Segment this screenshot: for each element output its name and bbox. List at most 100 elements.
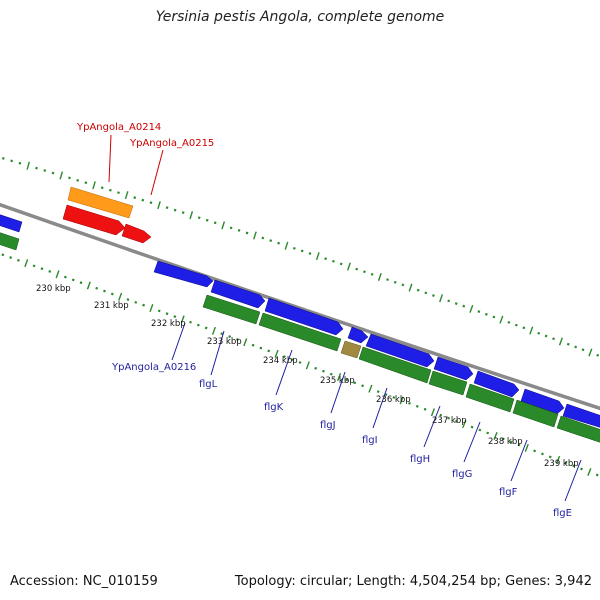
track-tick xyxy=(315,367,316,369)
track-tick xyxy=(159,310,160,312)
gene-label: flgK xyxy=(264,402,284,413)
track-tick xyxy=(34,265,35,267)
track-tick xyxy=(509,321,510,323)
track-tick xyxy=(470,305,473,313)
track-tick xyxy=(167,313,168,315)
track-tick xyxy=(542,453,543,455)
track-tick xyxy=(261,347,262,349)
track-tick xyxy=(317,252,320,260)
track-tick xyxy=(53,172,54,174)
track-tick xyxy=(86,182,87,184)
track-tick xyxy=(73,279,74,281)
track-tick xyxy=(11,160,12,162)
track-tick xyxy=(463,305,464,307)
track-tick xyxy=(253,344,254,346)
track-tick xyxy=(300,361,301,363)
track-tick xyxy=(530,327,533,335)
gene-reverse-left xyxy=(0,232,19,250)
track-tick xyxy=(588,468,591,475)
track-tick xyxy=(81,282,82,284)
track-tick xyxy=(581,468,582,470)
genome-backbone xyxy=(0,203,600,410)
track-tick xyxy=(418,289,419,291)
track-tick xyxy=(403,284,404,286)
track-tick xyxy=(49,270,50,272)
track-tick xyxy=(20,162,21,164)
track-tick xyxy=(42,268,43,270)
topology-label: Topology: circular; Length: 4,504,254 bp… xyxy=(235,574,592,589)
track-tick xyxy=(65,276,66,278)
track-tick xyxy=(294,247,295,249)
track-tick xyxy=(387,279,388,281)
track-tick xyxy=(183,212,184,214)
track-tick xyxy=(583,349,584,351)
track-tick xyxy=(356,268,357,270)
track-tick xyxy=(213,327,216,335)
track-tick xyxy=(247,232,248,234)
track-tick xyxy=(302,250,303,252)
track-tick xyxy=(364,271,365,273)
gene-label: flgE xyxy=(553,508,572,519)
track-tick xyxy=(118,192,119,194)
track-tick xyxy=(215,222,216,224)
track-tick xyxy=(425,292,426,294)
track-tick xyxy=(538,332,539,334)
track-tick xyxy=(199,217,200,219)
gene-forward-left xyxy=(0,214,22,232)
track-tick xyxy=(263,237,264,239)
track-tick xyxy=(112,293,113,295)
track-tick xyxy=(362,385,363,387)
track-tick xyxy=(3,157,4,159)
track-tick xyxy=(486,313,487,315)
gene-red-2 xyxy=(122,224,151,243)
track-tick xyxy=(494,316,495,318)
track-tick xyxy=(432,408,435,415)
kbp-label: 230 kbp xyxy=(36,284,71,294)
track-tick xyxy=(372,273,373,275)
track-tick xyxy=(239,229,240,231)
kbp-label: 235 kbp xyxy=(320,376,355,386)
track-tick xyxy=(597,474,598,476)
track-tick xyxy=(487,432,488,434)
kbp-label: 236 kbp xyxy=(376,395,411,405)
track-tick xyxy=(143,304,144,306)
track-tick xyxy=(575,346,576,348)
track-tick xyxy=(546,335,547,337)
track-tick xyxy=(56,270,59,278)
kbp-label: 238 kbp xyxy=(488,437,523,447)
gene-label: YpAngola_A0215 xyxy=(129,138,214,149)
track-tick xyxy=(198,324,199,326)
track-tick xyxy=(44,169,45,171)
track-tick xyxy=(325,258,326,260)
track-tick xyxy=(36,167,37,169)
track-tick xyxy=(285,242,287,250)
gene-label: flgI xyxy=(362,435,378,446)
track-tick xyxy=(433,294,434,296)
kbp-label: 234 kbp xyxy=(263,356,298,366)
track-tick xyxy=(69,177,70,179)
track-tick xyxy=(110,189,111,191)
track-tick xyxy=(348,263,351,271)
track-tick xyxy=(174,316,175,318)
track-tick xyxy=(151,202,152,204)
track-tick xyxy=(231,227,232,229)
track-tick xyxy=(27,162,29,170)
track-tick xyxy=(534,450,535,452)
track-tick xyxy=(222,221,224,229)
gene-label: YpAngola_A0216 xyxy=(111,362,196,373)
track-tick xyxy=(104,290,105,292)
track-tick xyxy=(589,349,592,356)
track-tick xyxy=(331,373,332,375)
track-tick xyxy=(553,338,554,340)
track-tick xyxy=(560,338,563,346)
track-tick xyxy=(523,327,524,329)
track-tick xyxy=(134,197,135,199)
track-tick xyxy=(119,293,122,301)
track-tick xyxy=(206,327,207,329)
track-tick xyxy=(167,207,168,209)
track-tick xyxy=(417,405,418,407)
track-tick xyxy=(310,252,311,254)
track-tick xyxy=(478,311,479,313)
kbp-label: 237 kbp xyxy=(432,416,467,426)
gene-label: flgJ xyxy=(320,420,336,431)
